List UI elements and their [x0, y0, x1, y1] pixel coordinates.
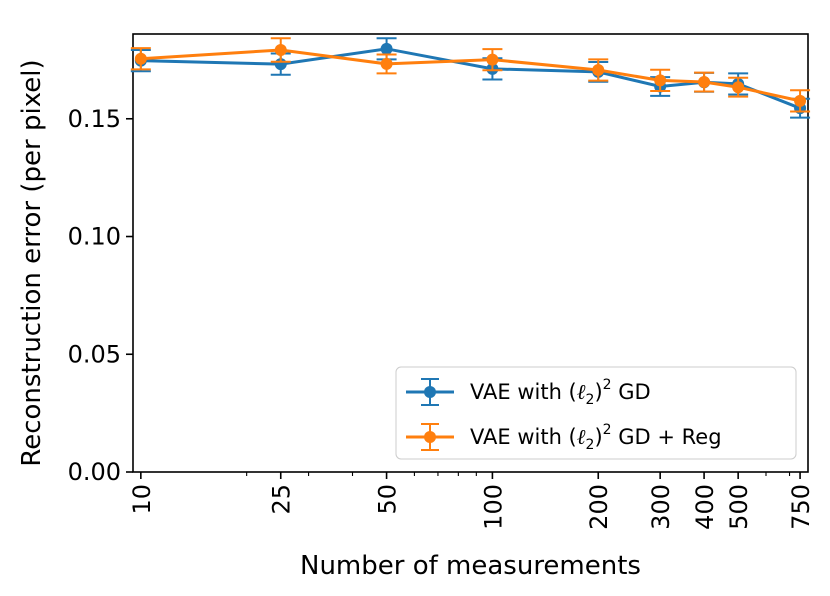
- data-point: [794, 94, 807, 107]
- legend-entry-2: VAE with (ℓ2)2 GD + Reg: [406, 422, 722, 453]
- legend-box: [395, 366, 797, 460]
- y-tick-label: 0.10: [68, 223, 121, 251]
- x-tick-label: 200: [585, 484, 613, 530]
- x-axis-label: Number of measurements: [300, 551, 641, 581]
- data-point: [654, 74, 667, 87]
- x-tick-label: 750: [787, 484, 815, 530]
- legend-marker: [424, 386, 436, 398]
- data-point: [592, 64, 605, 77]
- legend: VAE with (ℓ2)2 GD VAE with (ℓ2)2 GD + Reg: [395, 366, 797, 460]
- legend-label: VAE with (ℓ2)2 GD + Reg: [470, 422, 722, 453]
- x-axis: 10 25 50 100 200 300 400 500 750: [128, 472, 815, 530]
- data-point: [134, 52, 147, 65]
- legend-marker: [424, 431, 436, 443]
- plot-frame: [132, 33, 809, 473]
- series-layer: [130, 37, 811, 119]
- data-point: [380, 42, 393, 55]
- x-tick-label: 100: [479, 484, 507, 530]
- series-2: [130, 37, 811, 113]
- data-point: [380, 57, 393, 70]
- x-tick-label: 25: [268, 484, 296, 515]
- data-point: [698, 76, 711, 89]
- data-point: [274, 44, 287, 57]
- x-tick-label: 50: [374, 484, 402, 515]
- x-tick-label: 500: [725, 484, 753, 530]
- legend-entry-1: VAE with (ℓ2)2 GD: [406, 377, 651, 408]
- x-tick-label: 400: [691, 484, 719, 530]
- y-tick-label: 0.00: [68, 458, 121, 486]
- y-tick-label: 0.15: [68, 105, 121, 133]
- y-axis: 0.00 0.05 0.10 0.15: [68, 105, 133, 486]
- y-tick-label: 0.05: [68, 340, 121, 368]
- data-point: [486, 53, 499, 66]
- x-tick-label: 10: [128, 484, 156, 515]
- series-line: [140, 48, 801, 103]
- data-point: [732, 81, 745, 94]
- y-axis-label: Reconstruction error (per pixel): [17, 59, 47, 466]
- legend-label: VAE with (ℓ2)2 GD: [470, 377, 651, 408]
- plot-area: [132, 33, 809, 473]
- x-tick-label: 300: [647, 484, 675, 530]
